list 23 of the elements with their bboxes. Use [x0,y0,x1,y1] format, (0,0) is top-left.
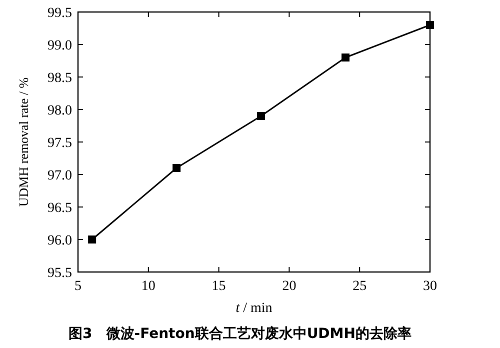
y-tick-label: 98.5 [48,71,72,86]
point [88,236,96,244]
x-axis-title: t / min [236,301,272,316]
caption: 图3 微波-Fenton联合工艺对废水中UDMH的去除率 [68,325,412,342]
x-tick-label: 20 [282,279,296,294]
point [257,112,266,120]
point [426,21,434,29]
y-tick-label: 99.5 [48,6,72,21]
y-tick-label: 96.0 [48,234,72,248]
y-axis-title: UDMH removal rate / % [16,77,31,207]
x-tick-label: 5 [74,279,82,294]
y-tick-label: 97.5 [48,136,72,151]
x-tick-label: 10 [141,279,156,294]
x-tick-label: 30 [423,279,437,294]
point [172,164,181,172]
x-tick-label: 15 [212,279,226,294]
y-tick-label: 96.5 [48,201,72,216]
y-tick-label: 95.5 [48,266,72,281]
x-tick-label: 25 [352,279,367,294]
y-tick-label: 99.0 [48,38,72,54]
point [342,54,350,62]
y-tick-label: 97.0 [48,168,72,184]
y-tick-label: 98.0 [48,104,72,118]
